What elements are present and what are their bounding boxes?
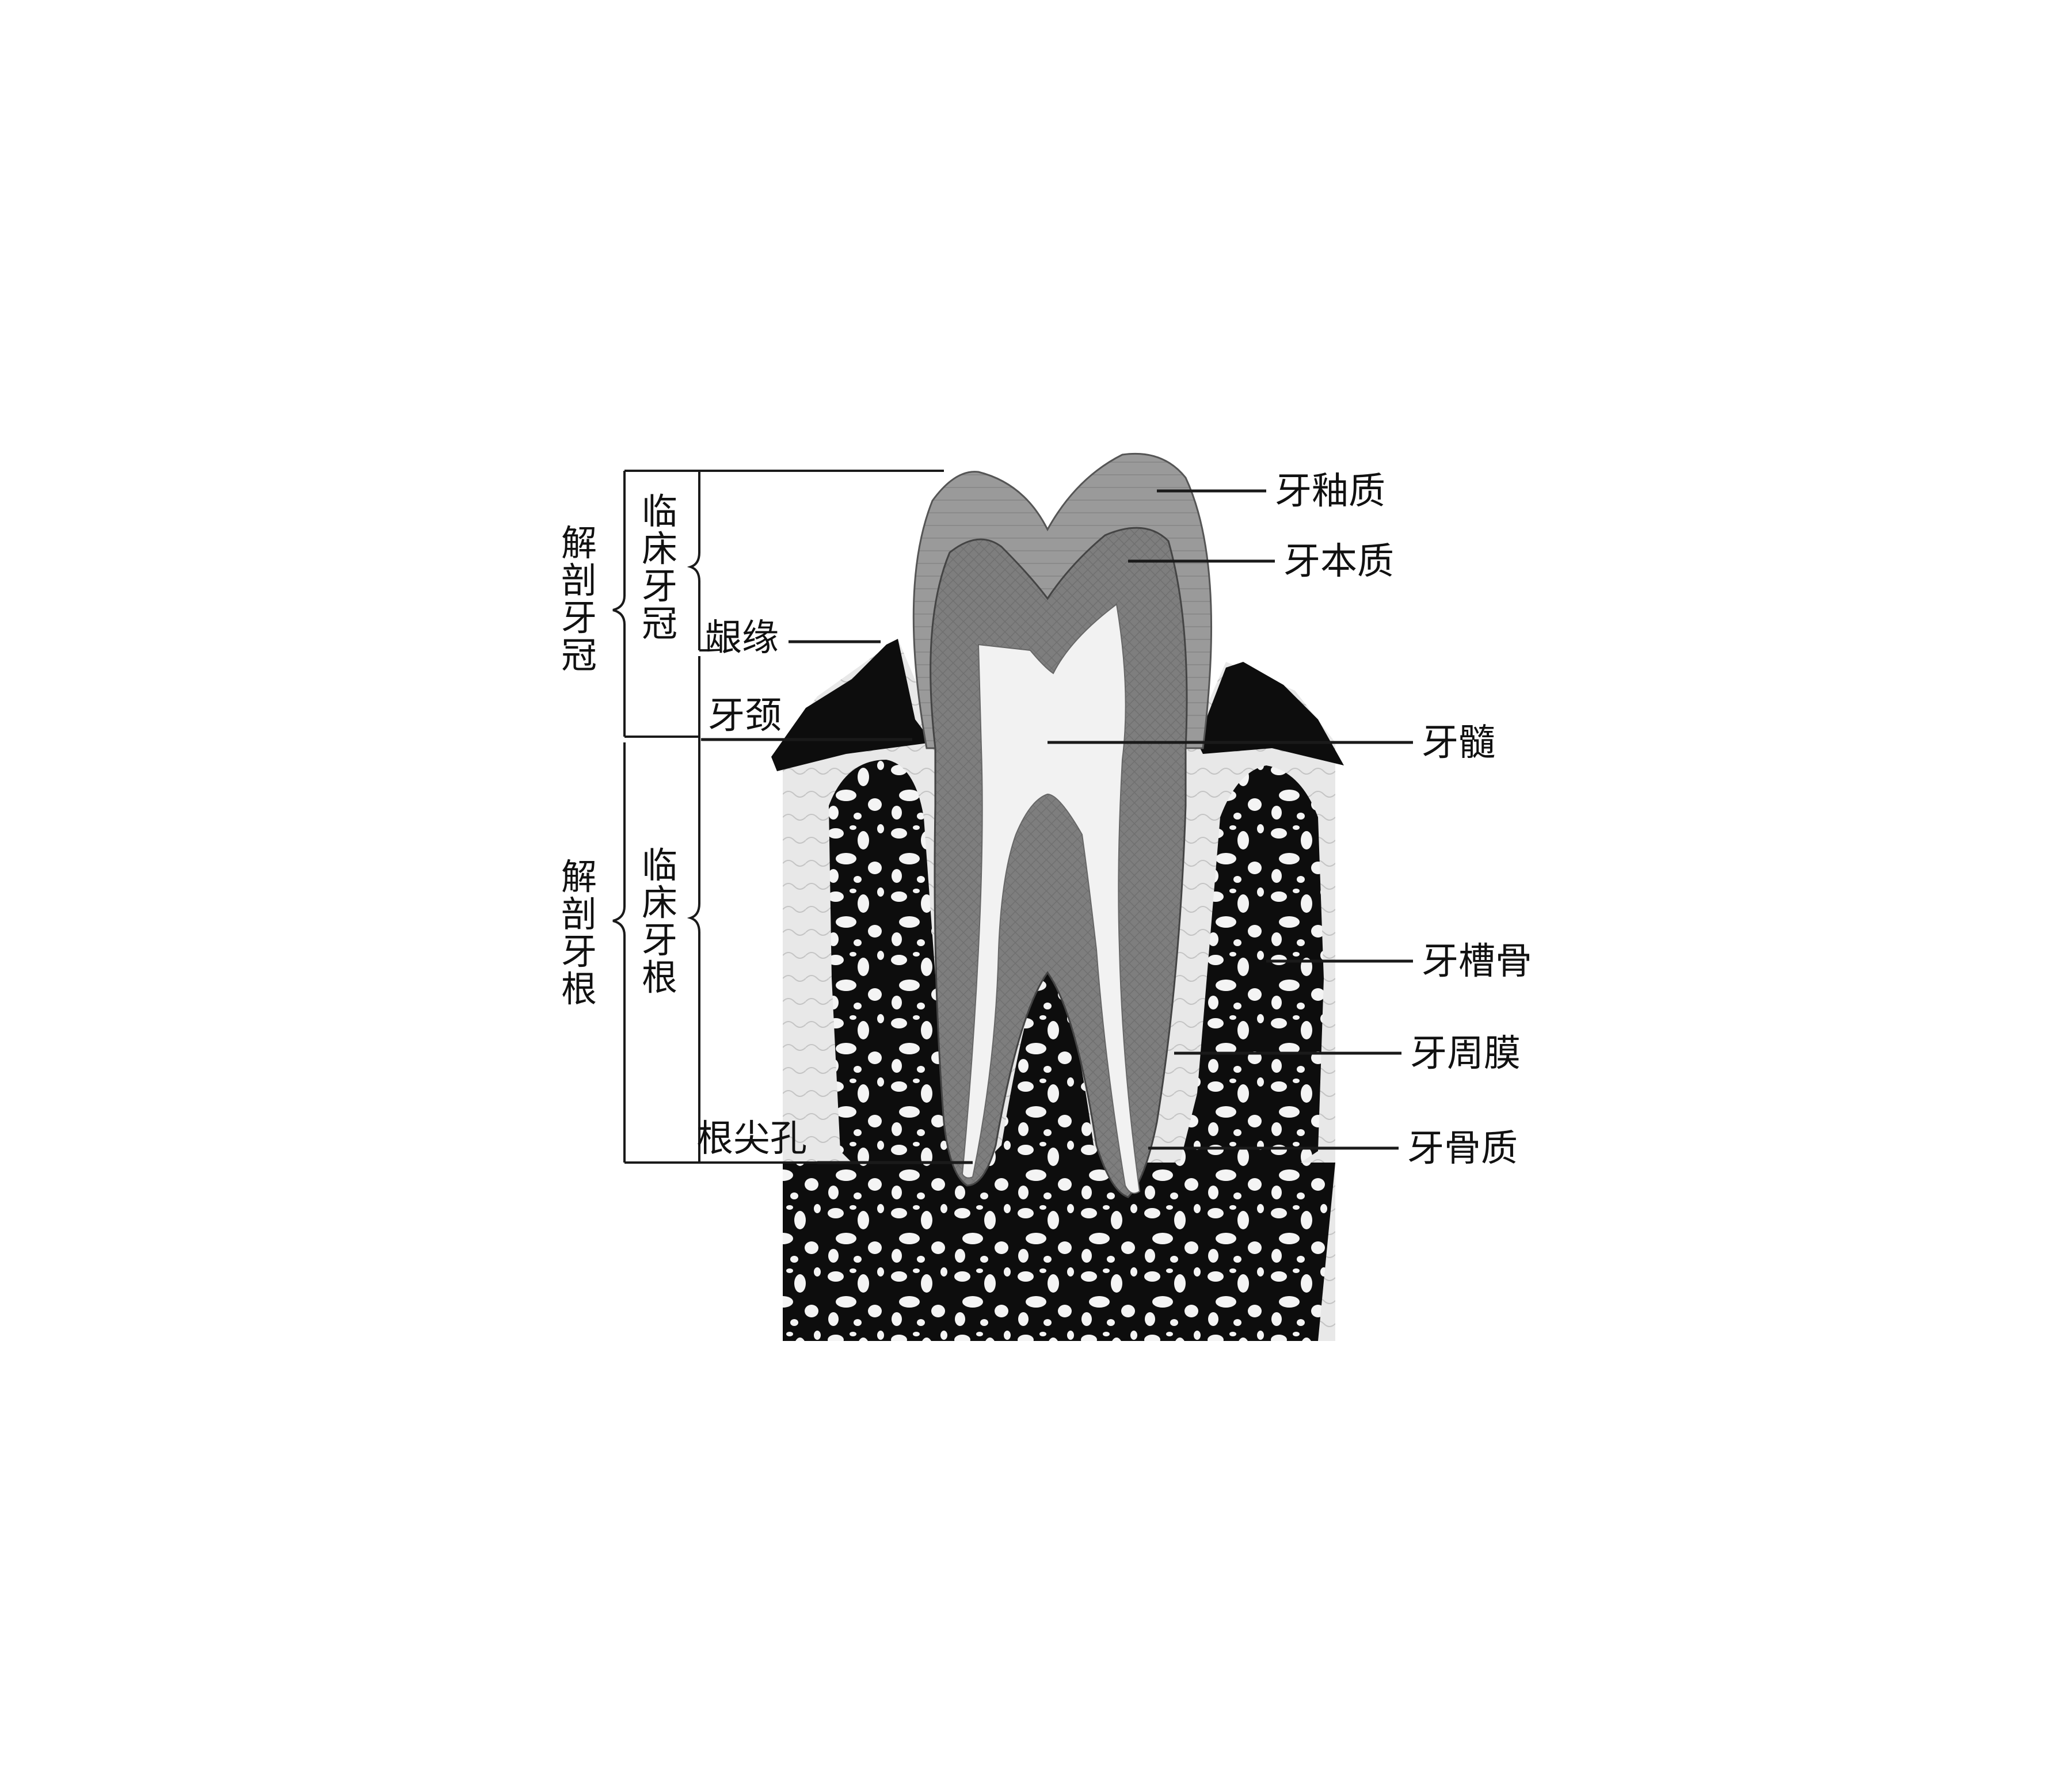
tooth-neck-label: 牙颈: [708, 695, 782, 737]
pulp: [961, 603, 1141, 1194]
alveolar-bone-right: [1174, 765, 1324, 1186]
pulp-label: 牙髓: [1422, 722, 1495, 764]
dentin-label: 牙本质: [1283, 540, 1394, 583]
gingival-margin-label: 龈缘: [705, 617, 779, 660]
brace-anatomical-root: [612, 742, 626, 1163]
brace-anatomical-crown: [612, 471, 626, 737]
brace-clinical-root: [687, 656, 700, 1163]
anatomical-crown-label: 解 剖 牙 冠: [561, 522, 608, 676]
brace-clinical-crown: [687, 471, 700, 650]
alveolar-bone-interradicular: [967, 973, 1128, 1180]
cementum-label: 牙骨质: [1407, 1127, 1518, 1170]
alveolar-bone-left: [829, 760, 973, 1186]
alveolar-bone-label: 牙槽骨: [1422, 940, 1532, 983]
periodontal-ligament-label: 牙周膜: [1410, 1032, 1521, 1075]
gingiva-edge-right: [1197, 662, 1344, 765]
alveolar-bone-base: [783, 1163, 1335, 1341]
enamel-label: 牙釉质: [1275, 470, 1385, 513]
clinical-crown-label: 临 床 牙 冠: [642, 490, 689, 645]
apical-foramen-label: 根尖孔: [696, 1118, 807, 1160]
anatomical-root-label: 解 剖 牙 根: [561, 856, 608, 1010]
clinical-root-label: 临 床 牙 根: [642, 844, 689, 999]
